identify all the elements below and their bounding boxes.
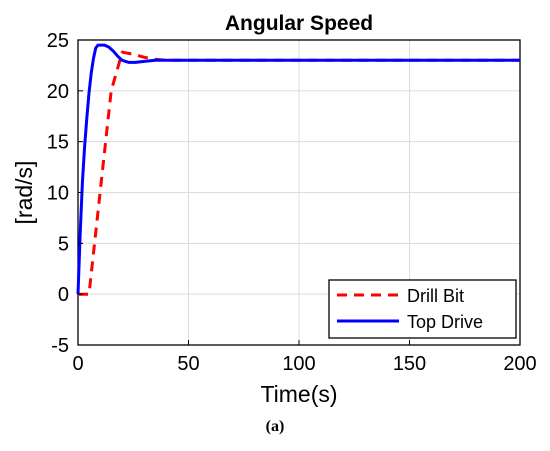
legend-label-drill-bit: Drill Bit <box>407 286 464 306</box>
y-tick-label: 20 <box>47 81 69 103</box>
x-tick-label: 0 <box>72 353 83 375</box>
series-lines <box>76 43 520 296</box>
legend-box <box>328 279 517 339</box>
x-tick-label: 200 <box>503 353 536 375</box>
x-tick-label: 50 <box>177 353 199 375</box>
y-axis-label: [rad/s] <box>11 161 37 225</box>
chart-title: Angular Speed <box>225 12 373 35</box>
caption-text: (a) <box>265 418 285 435</box>
y-tick-label: 0 <box>58 284 69 306</box>
y-tick-label: -5 <box>51 335 69 357</box>
x-axis-label: Time(s) <box>260 381 337 407</box>
legend-label-top-drive: Top Drive <box>407 312 483 332</box>
x-tick-label: 150 <box>393 353 426 375</box>
x-tick-label: 100 <box>282 353 315 375</box>
y-tick-label: 5 <box>58 233 69 255</box>
figure-caption: (a) <box>0 418 550 436</box>
legend: Drill Bit Top Drive <box>328 279 517 339</box>
y-tick-label: 10 <box>47 183 69 205</box>
y-tick-label: 25 <box>47 30 69 52</box>
top-drive-line <box>76 43 520 295</box>
y-tick-label: 15 <box>47 132 69 154</box>
